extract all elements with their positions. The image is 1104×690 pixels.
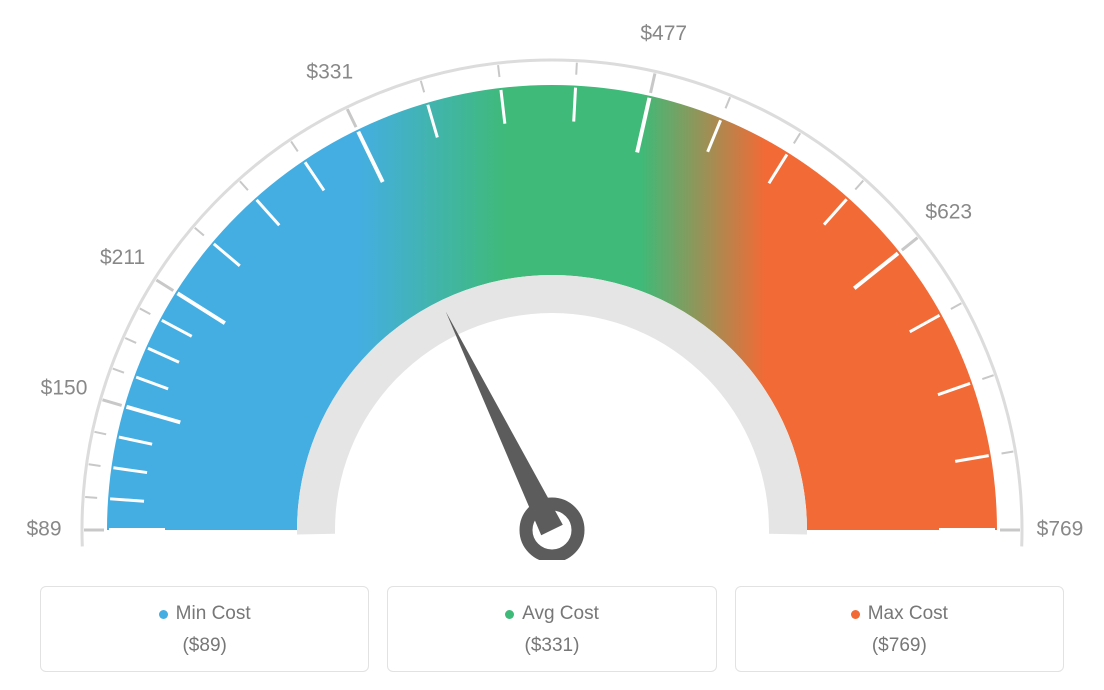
- scale-minor-tick: [291, 141, 298, 151]
- legend-value-avg: ($331): [398, 635, 705, 657]
- legend-label-min: Min Cost: [51, 603, 358, 625]
- legend-dot-max: [851, 610, 860, 619]
- scale-minor-tick: [794, 133, 800, 143]
- scale-minor-tick: [855, 181, 863, 190]
- tick-label: $623: [925, 200, 972, 223]
- legend-dot-min: [159, 610, 168, 619]
- legend-dot-avg: [505, 610, 514, 619]
- gauge-svg: $89 $150 $211 $331 $477 $623 $769: [0, 0, 1104, 560]
- tick-label: $769: [1037, 518, 1084, 541]
- scale-tick: [347, 109, 356, 127]
- scale-minor-tick: [951, 303, 961, 309]
- scale-minor-tick: [240, 181, 248, 190]
- minor-tick: [574, 88, 576, 122]
- tick-label: $211: [100, 246, 145, 269]
- scale-minor-tick: [85, 497, 97, 498]
- legend-label-max: Max Cost: [746, 603, 1053, 625]
- scale-minor-tick: [1002, 451, 1014, 453]
- scale-minor-tick: [498, 65, 499, 77]
- scale-minor-tick: [113, 369, 124, 373]
- scale-minor-tick: [195, 228, 204, 236]
- scale-tick: [902, 238, 918, 250]
- cost-gauge-chart: $89 $150 $211 $331 $477 $623 $769 Min Cost ($8…: [0, 0, 1104, 690]
- legend-label-max-text: Max Cost: [868, 603, 948, 625]
- scale-minor-tick: [421, 81, 424, 93]
- scale-tick: [651, 73, 655, 93]
- legend-row: Min Cost ($89) Avg Cost ($331) Max Cost …: [40, 586, 1064, 672]
- scale-minor-tick: [89, 464, 101, 466]
- legend-card-avg: Avg Cost ($331): [387, 586, 716, 672]
- scale-minor-tick: [576, 63, 577, 75]
- legend-card-max: Max Cost ($769): [735, 586, 1064, 672]
- tick-label: $150: [41, 376, 88, 399]
- legend-label-avg-text: Avg Cost: [522, 603, 599, 625]
- scale-minor-tick: [982, 375, 993, 379]
- scale-minor-tick: [125, 338, 136, 343]
- scale-tick: [102, 400, 121, 406]
- legend-label-min-text: Min Cost: [176, 603, 251, 625]
- legend-value-min: ($89): [51, 635, 358, 657]
- tick-label: $331: [306, 61, 353, 84]
- tick-label: $89: [26, 518, 61, 541]
- scale-minor-tick: [94, 432, 106, 435]
- legend-card-min: Min Cost ($89): [40, 586, 369, 672]
- scale-minor-tick: [140, 308, 151, 314]
- legend-label-avg: Avg Cost: [398, 603, 705, 625]
- legend-value-max: ($769): [746, 635, 1053, 657]
- scale-minor-tick: [726, 97, 731, 108]
- scale-tick: [156, 280, 173, 291]
- gauge-area: $89 $150 $211 $331 $477 $623 $769: [0, 0, 1104, 560]
- tick-label: $477: [640, 22, 687, 45]
